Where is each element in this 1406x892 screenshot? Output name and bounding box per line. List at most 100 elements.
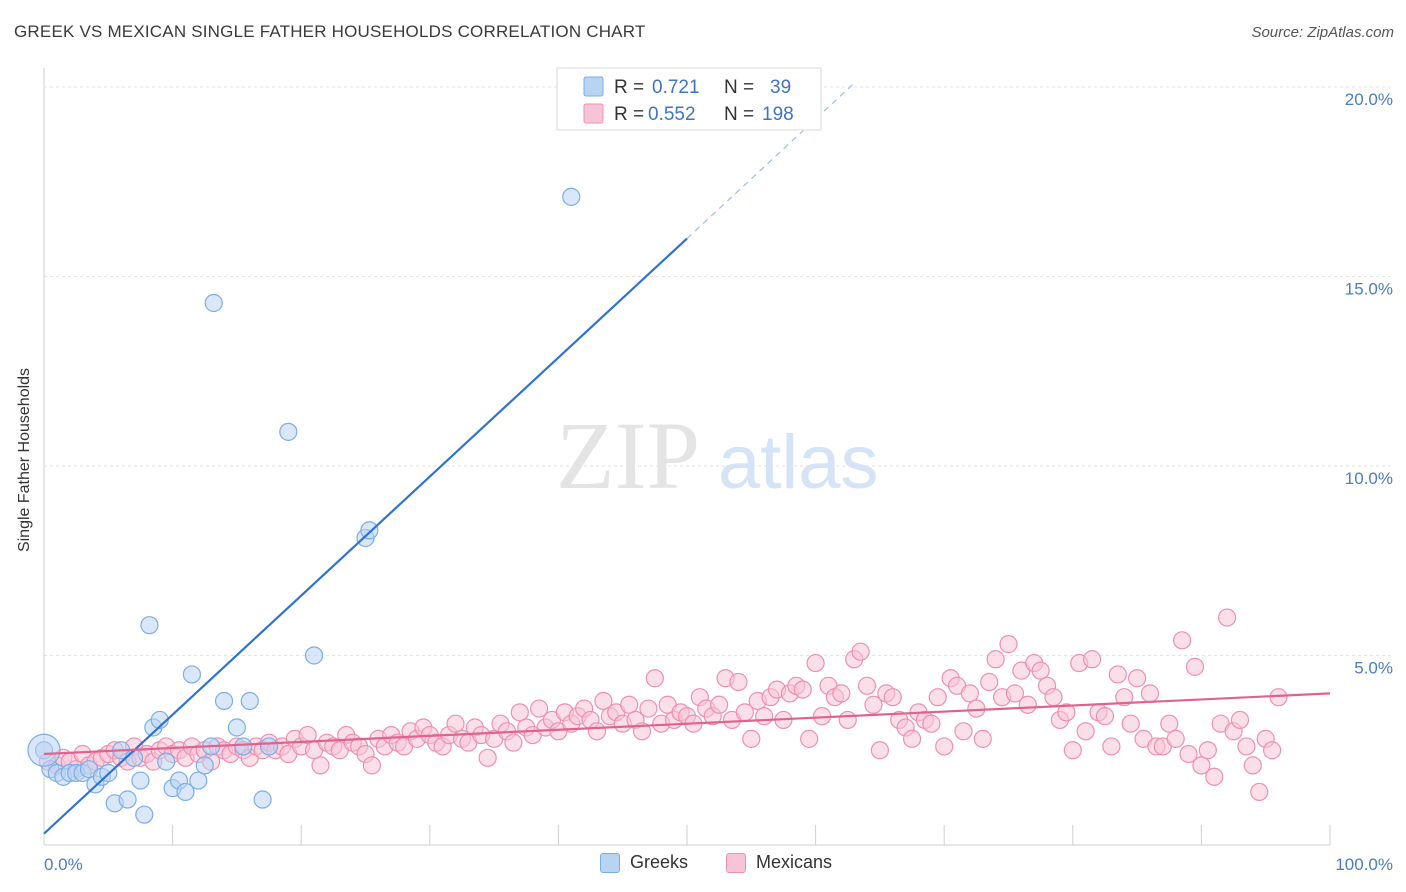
legend-r-label-greeks: R = <box>614 77 644 98</box>
data-point-mexicans <box>710 695 729 714</box>
axes <box>43 68 1330 846</box>
data-point-greeks <box>204 293 223 313</box>
data-point-greeks <box>118 790 137 809</box>
data-point-mexicans <box>986 650 1005 669</box>
legend-item-mexicans[interactable]: Mexicans <box>726 852 832 873</box>
legend-label-mexicans: Mexicans <box>756 852 833 872</box>
series-legend: Greeks Mexicans <box>0 852 1406 878</box>
data-point-mexicans <box>1263 741 1282 760</box>
data-point-mexicans <box>1031 661 1050 680</box>
data-point-mexicans <box>1095 707 1115 726</box>
data-point-mexicans <box>742 729 761 748</box>
data-point-greeks <box>189 771 208 790</box>
data-point-mexicans <box>1063 741 1082 760</box>
data-point-mexicans <box>1076 722 1095 741</box>
data-point-mexicans <box>806 653 825 673</box>
legend-swatch-mexicans <box>583 103 604 124</box>
data-point-mexicans <box>645 669 664 688</box>
data-point-greeks <box>135 805 154 824</box>
data-point-mexicans <box>1121 714 1140 733</box>
y-tick-labels: 5.0% 10.0% 15.0% 20.0% <box>1345 90 1393 678</box>
x-tick-labels: 0.0% 100.0% <box>44 855 1393 874</box>
watermark: ZIP atlas <box>556 402 879 509</box>
data-point-mexicans <box>864 695 883 714</box>
trend-lines <box>43 82 1331 835</box>
data-point-greeks-large <box>27 733 61 767</box>
legend-n-value-greeks: 39 <box>770 77 791 98</box>
data-point-mexicans <box>504 733 523 752</box>
data-point-mexicans <box>1108 665 1127 684</box>
data-point-greeks <box>234 737 253 756</box>
data-point-mexicans <box>883 688 902 707</box>
data-point-mexicans <box>960 684 980 703</box>
legend-r-value-greeks: 0.721 <box>652 77 700 98</box>
data-point-mexicans <box>980 672 999 692</box>
data-point-greeks <box>279 422 298 441</box>
legend-r-label-mexicans: R = <box>614 104 644 125</box>
x-tick-label-max: 100.0% <box>1335 855 1393 874</box>
y-tick-label: 20.0% <box>1345 90 1393 109</box>
data-point-mexicans <box>510 703 529 722</box>
data-point-greeks <box>140 616 159 635</box>
data-point-mexicans <box>1218 608 1237 627</box>
data-point-mexicans <box>298 725 317 745</box>
data-point-mexicans <box>1005 684 1025 703</box>
data-point-mexicans <box>1166 729 1185 748</box>
data-point-mexicans <box>1082 650 1102 669</box>
data-point-mexicans <box>1115 688 1134 707</box>
data-point-mexicans <box>446 714 465 733</box>
data-point-mexicans <box>362 756 382 775</box>
data-point-mexicans <box>1250 782 1269 802</box>
data-point-mexicans <box>922 714 941 733</box>
data-point-mexicans <box>935 737 954 756</box>
greeks-swatch <box>600 852 620 873</box>
data-point-mexicans <box>1140 684 1160 703</box>
data-point-mexicans <box>620 695 639 714</box>
data-point-mexicans <box>1018 695 1037 714</box>
data-point-greeks <box>182 665 201 684</box>
data-point-mexicans <box>311 756 330 775</box>
y-tick-label: 10.0% <box>1345 469 1393 488</box>
data-point-mexicans <box>1243 756 1262 775</box>
data-point-mexicans <box>729 672 748 692</box>
data-point-mexicans <box>857 676 877 695</box>
data-point-greeks <box>253 790 272 809</box>
greeks-points <box>27 187 581 824</box>
data-point-mexicans <box>1044 688 1063 707</box>
stats-legend: R = 0.721 N = 39 R = 0.552 N = 198 <box>556 67 822 131</box>
trend-line-greeks-extension <box>686 82 855 240</box>
data-point-greeks <box>157 752 176 771</box>
data-point-greeks <box>562 187 581 206</box>
data-point-mexicans <box>838 710 857 730</box>
data-point-mexicans <box>1205 767 1224 786</box>
chart-title: GREEK VS MEXICAN SINGLE FATHER HOUSEHOLD… <box>14 22 646 41</box>
data-point-greeks <box>124 748 144 767</box>
data-point-mexicans <box>1102 737 1121 756</box>
data-point-greeks <box>240 691 259 711</box>
data-point-mexicans <box>793 680 812 699</box>
legend-item-greeks[interactable]: Greeks <box>600 852 688 873</box>
legend-swatch-greeks <box>583 76 604 97</box>
y-tick-label: 15.0% <box>1345 279 1393 298</box>
data-point-mexicans <box>902 729 922 748</box>
data-point-mexicans <box>967 699 986 718</box>
data-point-mexicans <box>973 729 992 748</box>
data-point-mexicans <box>851 642 870 661</box>
chart-source: Source: ZipAtlas.com <box>1251 24 1394 41</box>
data-point-mexicans <box>1185 657 1205 676</box>
data-point-mexicans <box>1230 710 1250 730</box>
data-point-greeks <box>131 771 150 790</box>
legend-n-label-greeks: N = <box>724 77 754 98</box>
data-point-mexicans <box>478 748 497 767</box>
data-point-greeks <box>214 691 234 711</box>
legend-r-value-mexicans: 0.552 <box>648 104 696 125</box>
data-point-mexicans <box>999 635 1018 654</box>
data-point-mexicans <box>800 729 819 748</box>
data-point-mexicans <box>1198 741 1217 760</box>
data-point-greeks <box>195 756 214 775</box>
data-point-greeks <box>176 782 195 802</box>
data-point-greeks <box>227 718 246 737</box>
legend-n-label-mexicans: N = <box>724 104 754 125</box>
data-point-mexicans <box>832 684 851 703</box>
